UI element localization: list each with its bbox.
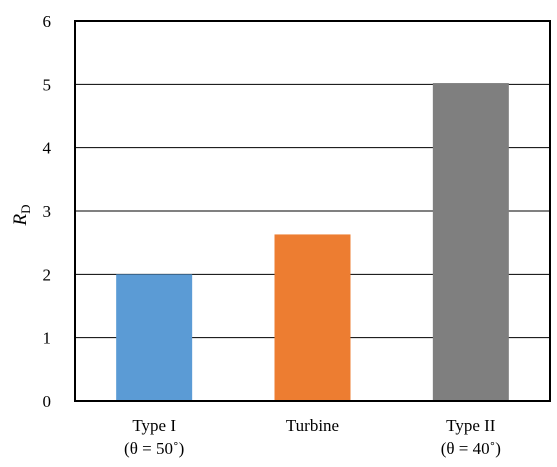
bar-2: [432, 83, 509, 402]
y-tick-label-0: 0: [43, 392, 52, 411]
y-axis-label-main: R: [10, 214, 31, 227]
x-category-sublabel-0: (θ = 50˚): [124, 439, 184, 458]
y-tick-label-5: 5: [43, 75, 52, 94]
y-tick-label-4: 4: [43, 139, 52, 158]
y-tick-label-3: 3: [43, 202, 52, 221]
bar-1: [274, 234, 351, 401]
bars: [116, 83, 509, 402]
y-tick-label-2: 2: [43, 265, 52, 284]
plot-frame: [74, 20, 551, 402]
y-tick-label-6: 6: [43, 12, 52, 31]
y-tick-label-1: 1: [43, 329, 52, 348]
y-axis-label: RD: [10, 205, 33, 227]
y-tick-labels: 0 1 2 3 4 5 6: [43, 12, 52, 411]
bar-0: [116, 274, 193, 401]
x-category-label-0: Type I: [132, 416, 176, 435]
y-axis-label-subscript: D: [18, 205, 33, 214]
plot-border: [74, 20, 551, 402]
x-category-label-1: Turbine: [286, 416, 339, 435]
x-category-labels: Type I (θ = 50˚) Turbine Type II (θ = 40˚): [124, 416, 501, 458]
x-category-label-2: Type II: [446, 416, 496, 435]
x-category-sublabel-2: (θ = 40˚): [441, 439, 501, 458]
